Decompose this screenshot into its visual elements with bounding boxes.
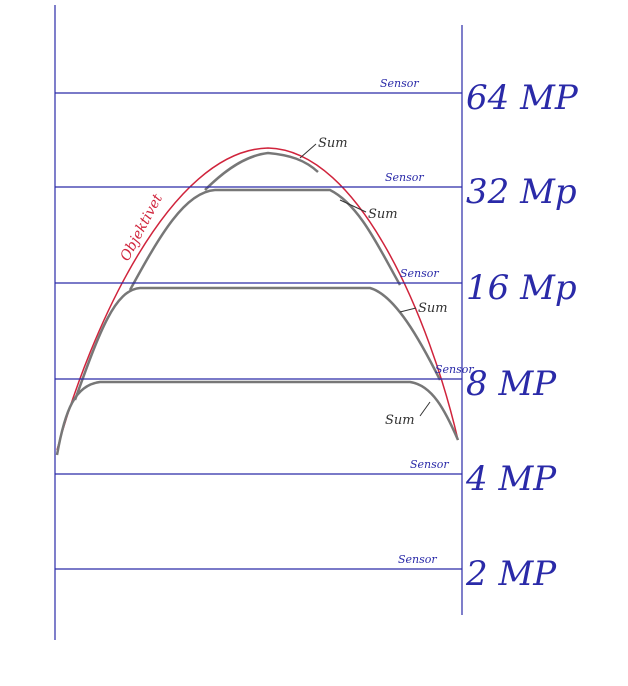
sum-curve: [204, 151, 319, 191]
leader-lines: [299, 143, 431, 417]
sensor-resolution: 64 MP: [466, 78, 579, 118]
sum-curve: [128, 188, 402, 291]
sensor-resolution: 2 MP: [465, 554, 557, 594]
sensor-resolution: 16 Mp: [466, 268, 577, 308]
sensor-resolution: 32 Mp: [466, 172, 577, 212]
sensor-tag: Sensor: [435, 363, 474, 376]
sensor-tag: Sensor: [400, 267, 439, 280]
lens-label: Objektivet: [117, 191, 166, 264]
sum-label: Sum: [418, 301, 448, 316]
sensor-tag: Sensor: [380, 77, 419, 90]
sum-curve: [55, 380, 460, 456]
sensor-resolution: 4 MP: [465, 459, 557, 499]
sensor-tag: Sensor: [410, 458, 449, 471]
sensor-resolution: 8 MP: [466, 364, 557, 404]
sum-label: Sum: [318, 136, 348, 151]
sum-label: Sum: [368, 207, 398, 222]
sensor-tag: Sensor: [385, 171, 424, 184]
sensor-tag: Sensor: [398, 553, 437, 566]
lens-curve: [56, 147, 459, 451]
sum-curve: [73, 286, 442, 401]
sum-label: Sum: [385, 413, 415, 428]
